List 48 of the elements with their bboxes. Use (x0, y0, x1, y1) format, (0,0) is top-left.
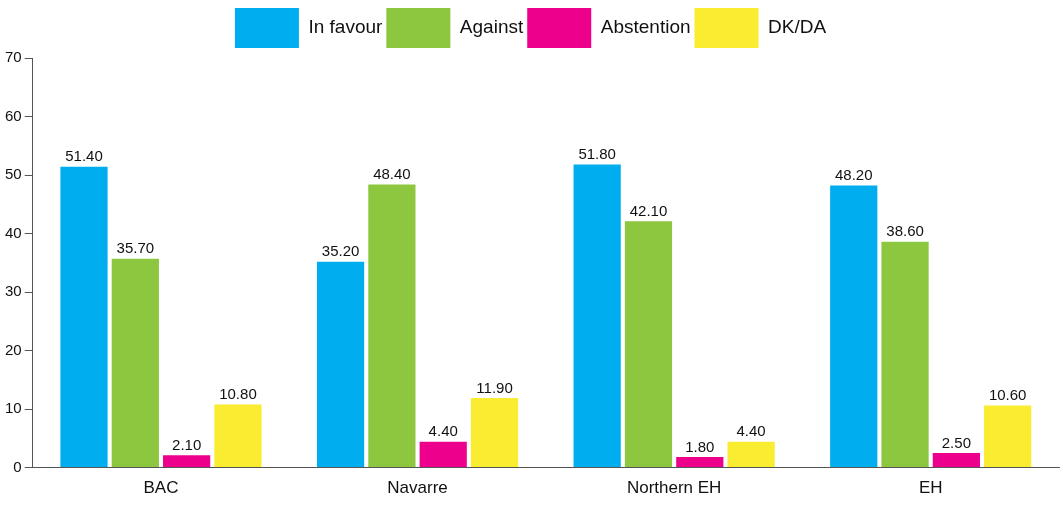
bar (470, 397, 519, 468)
data-label: 35.70 (116, 239, 155, 257)
data-label: 11.90 (476, 378, 513, 396)
y-tick-label: 50 (5, 165, 22, 183)
bar (368, 184, 416, 468)
y-tick-label: 0 (13, 457, 22, 475)
y-tick-label: 10 (5, 399, 22, 417)
bar (316, 261, 365, 468)
y-tick-label: 30 (5, 282, 22, 300)
bar (881, 241, 929, 468)
data-label: 4.40 (428, 422, 458, 440)
bar (163, 455, 211, 468)
x-tick-label: BAC (143, 478, 179, 498)
data-label: 35.20 (321, 242, 360, 260)
y-tick-label: 40 (5, 223, 22, 241)
data-label: 4.40 (736, 422, 766, 440)
bar (214, 404, 262, 468)
bar (624, 221, 673, 468)
legend-label: In favour (308, 16, 384, 38)
data-label: 48.20 (834, 166, 873, 184)
data-label: 42.10 (629, 201, 668, 219)
bar (60, 166, 108, 468)
x-tick-label: Navarre (387, 478, 448, 498)
data-label: 1.80 (685, 437, 715, 455)
x-tick-label: EH (918, 478, 943, 498)
bar (984, 405, 1032, 468)
x-tick-label: Northern EH (626, 478, 722, 498)
data-label: 48.40 (373, 165, 411, 183)
legend-label: Against (459, 16, 524, 38)
data-label: 2.10 (172, 435, 202, 453)
bar (932, 452, 980, 468)
y-tick-label: 20 (5, 340, 22, 358)
data-label: 2.50 (941, 433, 971, 451)
bar (830, 185, 878, 468)
bar (419, 441, 467, 468)
bar (111, 258, 159, 468)
data-label: 51.80 (578, 145, 616, 163)
y-tick-label: 70 (5, 48, 22, 66)
legend-label: Abstention (600, 16, 691, 38)
data-label: 10.60 (988, 386, 1027, 404)
bar (727, 441, 775, 468)
data-label: 38.60 (886, 222, 924, 240)
bar (676, 457, 724, 468)
y-tick-label: 60 (5, 106, 22, 124)
data-label: 10.80 (219, 385, 257, 403)
legend-label: DK/DA (768, 16, 827, 38)
bar (573, 164, 621, 468)
data-label: 51.40 (65, 147, 103, 165)
